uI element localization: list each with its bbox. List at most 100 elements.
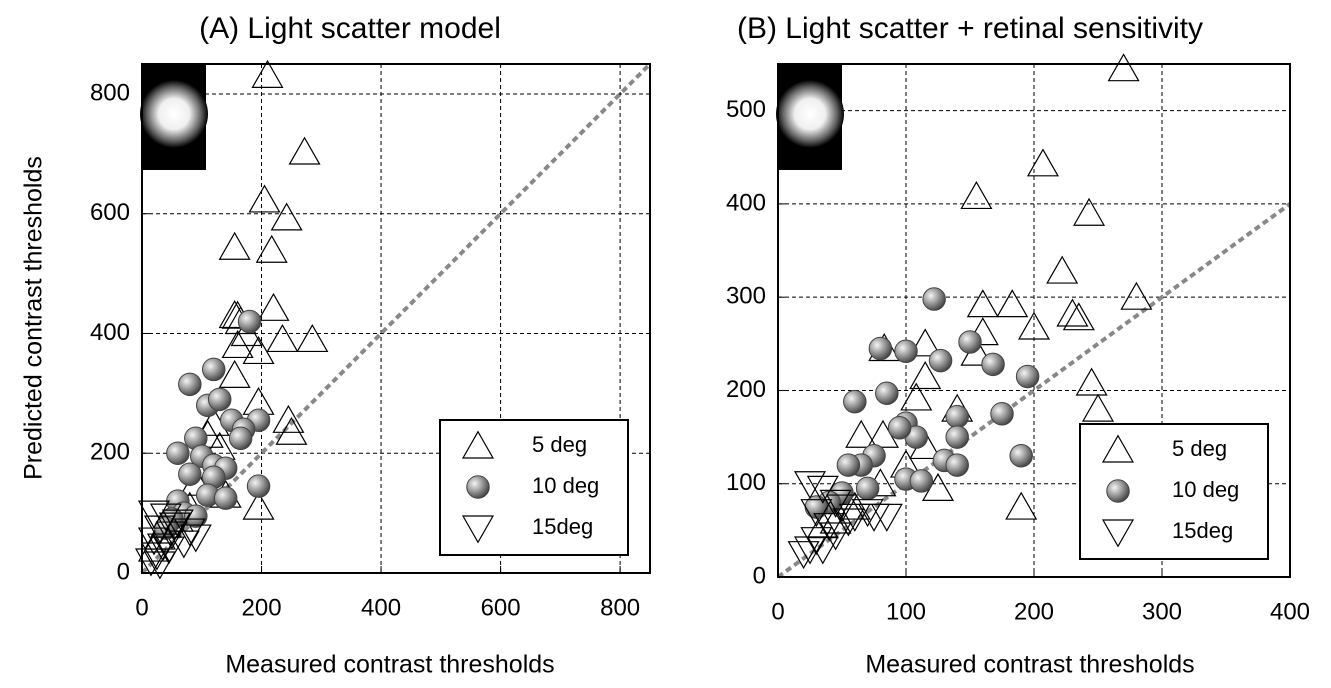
triangle-down-marker: [813, 513, 846, 542]
triangle-down-marker: [806, 536, 839, 565]
triangle-up-marker: [838, 491, 871, 520]
triangle-down-marker: [173, 518, 206, 547]
triangle-up-marker: [966, 289, 999, 318]
triangle-up-marker: [272, 404, 305, 433]
triangle-up-marker: [1075, 367, 1108, 396]
sphere-marker: [166, 441, 190, 465]
plot-frame: [141, 63, 651, 574]
x-tick-label: 200: [1014, 598, 1054, 625]
triangle-down-marker: [787, 541, 820, 570]
y-tick-label: 100: [726, 469, 766, 496]
legend-label: 15deg: [1172, 518, 1233, 543]
y-tick-label: 600: [90, 199, 130, 226]
triangle-down-marker: [137, 527, 170, 556]
x-axis-label: Measured contrast thresholds: [225, 651, 554, 679]
triangle-up-marker: [1005, 491, 1038, 520]
triangle-down-marker: [179, 524, 212, 553]
chart-title: (B) Light scatter + retinal sensitivity: [737, 12, 1203, 45]
sphere-marker: [843, 389, 867, 414]
sphere-marker: [836, 453, 861, 477]
sphere-marker: [990, 402, 1014, 426]
triangle-down-marker: [134, 548, 167, 577]
legend-label: 10 deg: [532, 473, 599, 498]
y-tick-label: 800: [90, 79, 130, 106]
sphere-marker: [228, 426, 253, 451]
triangle-up-marker: [242, 491, 275, 520]
triangle-up-marker: [270, 202, 303, 231]
plot-frame: [777, 63, 1291, 578]
sphere-marker: [207, 387, 232, 412]
y-tick-label: 300: [726, 283, 766, 310]
x-tick-label: 0: [771, 598, 784, 625]
sphere-marker: [945, 453, 969, 477]
triangle-down-marker: [800, 527, 833, 556]
triangle-up-marker: [288, 136, 321, 165]
y-tick-label: 400: [90, 319, 130, 346]
triangle-up-marker: [1107, 53, 1140, 82]
sphere-marker: [909, 469, 934, 493]
x-tick-label: 800: [600, 594, 640, 621]
triangle-up-marker: [218, 231, 251, 260]
triangle-up-marker: [1056, 298, 1089, 327]
sphere-marker: [855, 476, 880, 501]
x-tick-label: 0: [135, 594, 148, 621]
legend-label: 10 deg: [1172, 477, 1239, 502]
legend-marker: [1106, 479, 1130, 503]
x-tick-label: 300: [1142, 598, 1182, 625]
triangle-up-marker: [996, 289, 1029, 318]
sphere-marker: [237, 309, 262, 334]
triangle-up-marker: [909, 328, 942, 357]
sphere-marker: [875, 381, 899, 406]
triangle-up-marker: [1073, 197, 1106, 226]
sphere-marker: [868, 336, 893, 361]
triangle-up-marker: [960, 180, 993, 210]
sphere-marker: [201, 357, 226, 382]
sphere-marker: [945, 404, 969, 429]
y-axis-label: Predicted contrast thresholds: [20, 156, 48, 480]
triangle-down-marker: [851, 499, 884, 528]
stimulus-disc: [140, 80, 208, 148]
triangle-up-marker: [221, 329, 254, 359]
sphere-marker: [1009, 443, 1033, 468]
triangle-up-marker: [900, 382, 933, 411]
legend-marker: [1101, 434, 1135, 463]
y-tick-label: 0: [753, 562, 766, 589]
y-tick-label: 500: [726, 96, 766, 123]
legend-marker: [461, 515, 495, 544]
sphere-marker: [887, 416, 912, 440]
sphere-marker: [894, 339, 918, 364]
x-tick-label: 400: [1270, 598, 1310, 625]
x-tick-label: 200: [242, 594, 282, 621]
triangle-up-marker: [1026, 148, 1059, 177]
sphere-marker: [981, 352, 1005, 377]
triangle-up-marker: [248, 184, 281, 213]
sphere-marker: [178, 372, 202, 397]
legend-label: 5 deg: [532, 432, 587, 457]
sphere-marker: [178, 462, 202, 486]
triangle-down-marker: [146, 533, 179, 562]
triangle-down-marker: [819, 489, 852, 518]
sphere-marker: [246, 474, 271, 498]
triangle-up-marker: [1120, 281, 1153, 310]
legend-marker: [1101, 519, 1135, 548]
x-tick-label: 100: [886, 598, 926, 625]
triangle-down-marker: [143, 551, 176, 580]
triangle-up-marker: [1062, 302, 1095, 331]
triangle-up-marker: [1046, 255, 1079, 284]
triangle-up-marker: [275, 416, 308, 445]
triangle-down-marker: [870, 503, 903, 532]
triangle-down-marker: [793, 471, 827, 500]
sphere-marker: [928, 348, 953, 373]
x-tick-label: 600: [481, 594, 521, 621]
sphere-marker: [958, 330, 982, 354]
triangle-up-marker: [218, 359, 251, 388]
triangle-up-marker: [242, 335, 275, 365]
triangle-down-marker: [137, 500, 170, 529]
triangle-down-marker: [158, 512, 191, 541]
triangle-down-marker: [819, 522, 852, 551]
triangle-down-marker: [806, 475, 839, 504]
triangle-down-marker: [167, 530, 200, 559]
sphere-marker: [1015, 364, 1040, 389]
